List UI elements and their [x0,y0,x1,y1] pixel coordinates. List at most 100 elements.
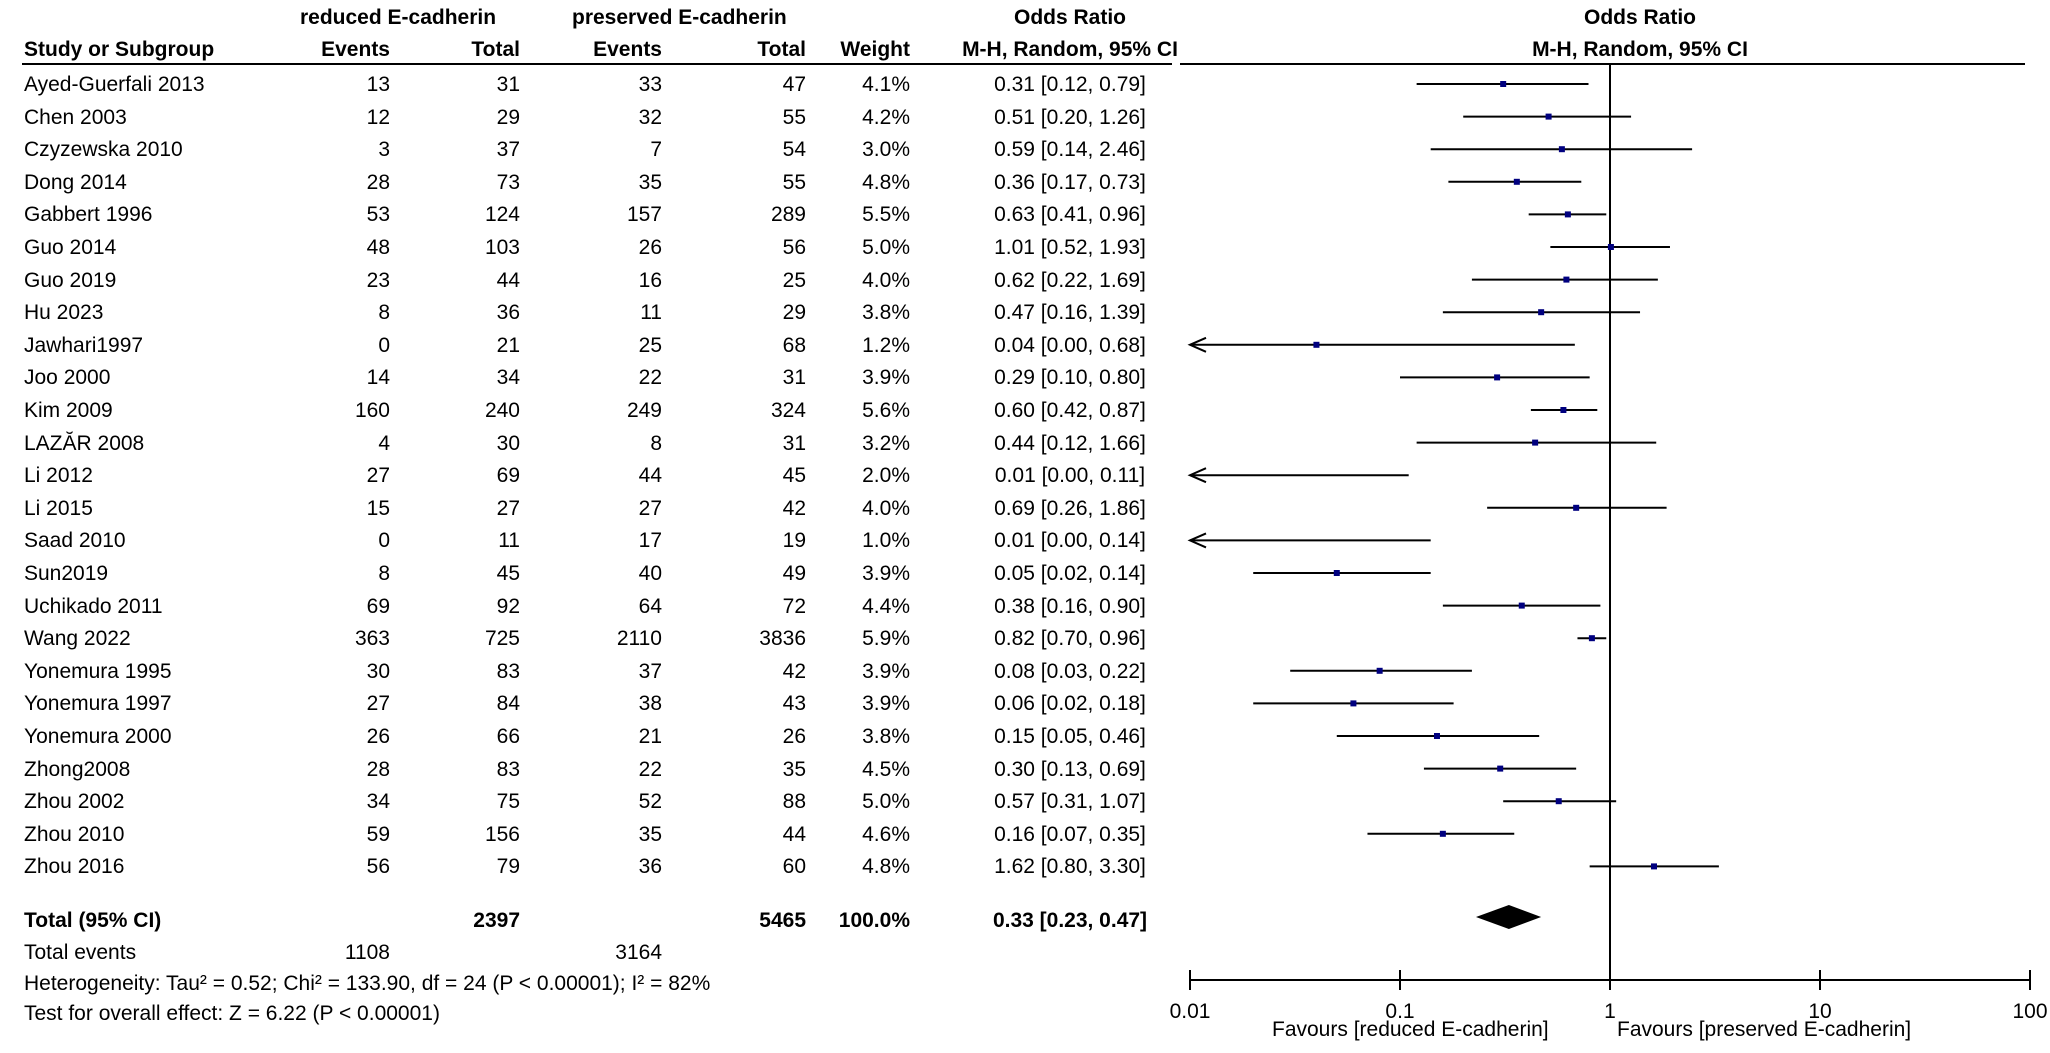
total1-cell: 156 [484,822,520,846]
table-row: Sun2019 8 45 40 49 3.9% 0.05 [0.02, 0.14] [0,562,1175,594]
total2-cell: 3836 [759,627,806,651]
ci-arrow [1187,467,1207,484]
point-estimate [1500,81,1507,87]
study-name: Guo 2019 [24,268,117,292]
events2-cell: 36 [638,855,662,879]
study-name: Zhong2008 [24,757,131,781]
events1-cell: 12 [366,105,390,129]
events2-cell: 7 [650,138,662,162]
weight-cell: 5.0% [862,236,910,259]
study-name: Chen 2003 [24,105,127,129]
events2-cell: 22 [638,757,662,781]
total1-cell: 37 [496,138,520,162]
favours-left-label: Favours [reduced E-cadherin] [1272,1018,1549,1041]
events1-cell: 3 [378,138,390,162]
total1-cell: 84 [496,692,520,716]
events2-cell: 44 [638,464,662,488]
events1-cell: 8 [378,562,390,585]
total1-cell: 45 [496,562,520,585]
total1-cell: 34 [496,366,520,390]
weight-cell: 3.9% [862,692,910,716]
study-name: Yonemura 2000 [24,725,172,748]
total-events-e2: 3164 [615,941,662,964]
point-estimate [1433,733,1440,739]
total1-cell: 44 [496,268,520,292]
events2-cell: 25 [638,333,662,357]
group2-header: preserved E-cadherin [572,6,787,29]
col-method-right: M-H, Random, 95% CI [1532,38,1748,61]
ci-cell: 0.30 [0.13, 0.69] [994,757,1146,781]
events2-cell: 35 [638,170,662,194]
events1-cell: 8 [378,301,390,325]
study-name: Zhou 2002 [24,790,125,814]
events2-cell: 249 [626,399,662,422]
events2-cell: 11 [640,301,662,325]
header-rule [22,63,1172,65]
table-row: Hu 2023 8 36 11 29 3.8% 0.47 [0.16, 1.39] [0,301,1175,333]
events1-cell: 28 [366,170,390,194]
total1-cell: 31 [496,73,520,96]
total1-cell: 73 [496,170,520,194]
study-name: Yonemura 1995 [24,659,172,683]
group1-header: reduced E-cadherin [300,6,497,29]
point-estimate [1376,667,1383,674]
weight-cell: 3.9% [862,562,910,585]
events1-cell: 69 [366,594,390,618]
point-estimate [1558,146,1565,153]
study-name: Li 2012 [24,464,93,488]
study-name: Hu 2023 [24,301,104,325]
x-tick-label: 0.1 [1385,1000,1414,1023]
events1-cell: 4 [378,431,390,455]
total1-cell: 36 [496,301,520,325]
or-title-right: Odds Ratio [1583,6,1696,29]
ci-cell: 0.82 [0.70, 0.96] [994,627,1146,651]
table-row: Li 2012 27 69 44 45 2.0% 0.01 [0.00, 0.11] [0,464,1175,496]
point-estimate [1650,863,1657,870]
weight-cell: 4.0% [862,268,910,292]
table-row: Saad 2010 0 11 17 19 1.0% 0.01 [0.00, 0.14] [0,529,1175,561]
total2-cell: 35 [782,757,806,781]
total1-cell: 69 [496,464,520,488]
ci-cell: 0.01 [0.00, 0.11] [994,464,1146,488]
total1-cell: 66 [496,725,520,748]
point-estimate [1497,765,1504,772]
x-tick-label: 1 [1604,1000,1616,1023]
weight-cell: 5.9% [862,627,910,651]
events2-cell: 27 [638,496,662,520]
header-rule-right [1180,63,2025,65]
events2-cell: 26 [638,236,662,259]
events1-cell: 30 [366,659,390,683]
total2-cell: 49 [782,562,806,585]
point-estimate [1350,700,1357,707]
ci-cell: 0.44 [0.12, 1.66] [994,431,1146,455]
events1-cell: 48 [366,236,390,259]
study-name: Jawhari1997 [24,333,144,357]
table-row: Yonemura 1995 30 83 37 42 3.9% 0.08 [0.03, 0.2… [0,660,1175,692]
point-estimate [1560,407,1567,413]
study-name: Yonemura 1997 [24,692,172,716]
table-row: Yonemura 1997 27 84 38 43 3.9% 0.06 [0.02, 0.1… [0,692,1175,724]
events2-cell: 35 [638,822,662,846]
x-tick-label: 10 [1808,1000,1831,1023]
total2-cell: 43 [782,692,806,716]
weight-cell: 4.4% [862,594,910,618]
study-name: Zhou 2016 [24,855,125,879]
total2-cell: 47 [782,73,806,96]
point-estimate [1538,309,1545,316]
study-name: Zhou 2010 [24,822,125,846]
study-name: Sun2019 [24,562,109,585]
ci-cell: 0.05 [0.02, 0.14] [994,562,1146,585]
weight-cell: 2.0% [862,464,910,488]
ci-cell: 0.01 [0.00, 0.14] [994,529,1146,553]
events1-cell: 15 [366,496,390,520]
weight-cell: 4.0% [862,496,910,520]
events1-cell: 14 [366,366,390,390]
events2-cell: 21 [638,725,662,748]
total-events-e1: 1108 [344,941,390,964]
total1-cell: 79 [496,855,520,879]
events2-cell: 17 [638,529,662,553]
total2-cell: 42 [782,496,806,520]
events2-cell: 64 [638,594,662,618]
table-row: Jawhari1997 0 21 25 68 1.2% 0.04 [0.00, 0.68] [0,334,1175,366]
study-name: Czyzewska 2010 [24,138,183,162]
